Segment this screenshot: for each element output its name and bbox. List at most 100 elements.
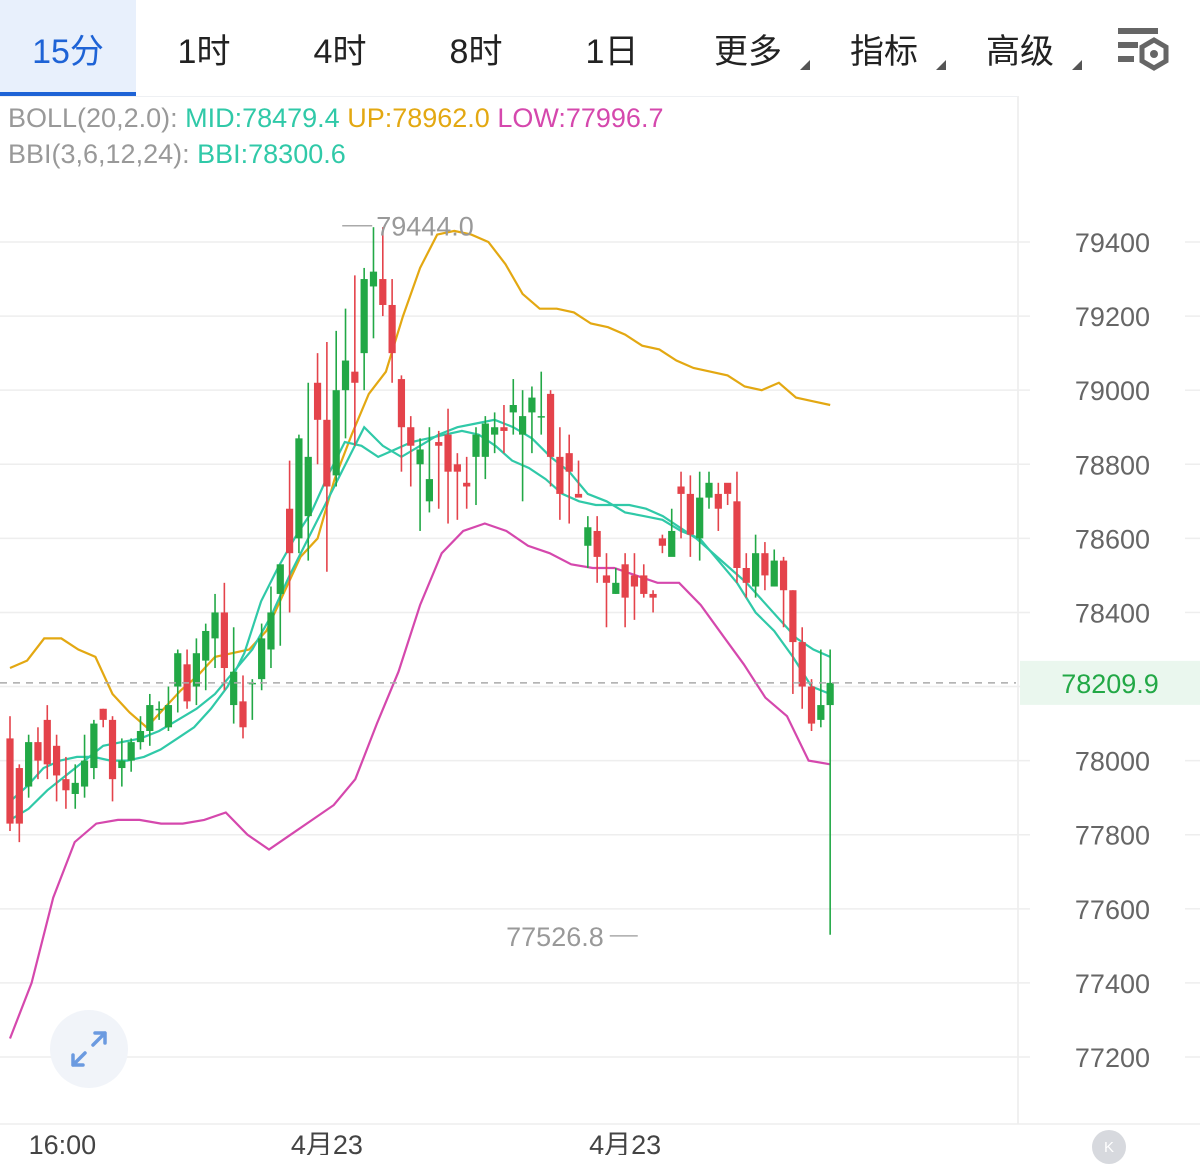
x-tick-label: 4月23	[291, 1130, 363, 1155]
candle-body	[304, 456, 312, 517]
tab-5[interactable]: 更多	[680, 0, 816, 96]
candle-body	[733, 501, 741, 568]
candle-body	[34, 742, 42, 761]
tab-label: 15分	[32, 32, 104, 71]
candle-body	[668, 530, 676, 557]
dropdown-arrow-icon	[800, 60, 810, 70]
tab-label: 更多	[714, 32, 782, 71]
y-tick-label: 78800	[1075, 450, 1150, 480]
tab-label: 高级	[986, 32, 1054, 71]
tab-label: 1时	[177, 32, 231, 71]
tab-1[interactable]: 1时	[136, 0, 272, 96]
candle-body	[239, 701, 247, 728]
high-price-label: 79444.0	[376, 212, 474, 242]
candle-body	[649, 593, 657, 598]
chart-settings-icon	[1118, 28, 1169, 71]
expand-icon	[71, 1031, 107, 1067]
candle-body	[416, 449, 424, 465]
x-tick-label: 16:00	[29, 1130, 97, 1155]
tab-7[interactable]: 高级	[952, 0, 1088, 96]
tab-label: 8时	[449, 32, 503, 71]
candle-body	[369, 271, 378, 287]
candle-body	[435, 442, 443, 446]
y-tick-label: 77200	[1075, 1043, 1150, 1073]
dropdown-arrow-icon	[1072, 60, 1082, 70]
candle-body	[770, 560, 778, 587]
candle-body	[491, 427, 499, 435]
candle-body	[351, 371, 359, 383]
candle-body	[118, 760, 126, 769]
candle-body	[612, 582, 620, 594]
candle-body	[677, 486, 685, 494]
candle-body	[379, 279, 387, 305]
boll-name: BOLL(20,2.0):	[8, 103, 178, 133]
candle-body	[53, 745, 61, 776]
candle-body	[742, 568, 750, 583]
candle-body	[397, 379, 406, 428]
candle-body	[258, 638, 266, 680]
candle-body	[807, 686, 816, 724]
boll-lower-line	[8, 522, 831, 1039]
y-tick-label: 79200	[1075, 302, 1150, 332]
y-tick-label: 78000	[1075, 747, 1150, 777]
candle-body	[90, 723, 98, 769]
candle-body	[295, 438, 303, 539]
candle-body	[80, 760, 89, 787]
tab-3[interactable]: 8时	[408, 0, 544, 96]
candle-body	[752, 553, 760, 587]
candle-body	[267, 612, 275, 650]
candle-body	[388, 304, 396, 354]
indicator-legend: BOLL(20,2.0): MID:78479.4 UP:78962.0 LOW…	[8, 100, 663, 172]
candle-body	[230, 671, 238, 706]
candle-body	[658, 538, 666, 546]
boll-up: UP:78962.0	[347, 103, 490, 133]
chart-settings-button[interactable]	[1110, 16, 1174, 80]
candle-body	[556, 456, 564, 494]
candle-body	[779, 560, 788, 591]
boll-mid: MID:78479.4	[185, 103, 340, 133]
candle-body	[481, 423, 489, 457]
candle-body	[798, 642, 806, 687]
candle-body	[509, 405, 517, 413]
candle-body	[425, 479, 433, 502]
tab-label: 4时	[313, 32, 367, 71]
candle-body	[211, 612, 219, 639]
tab-0[interactable]: 15分	[0, 0, 136, 96]
boll-low: LOW:77996.7	[497, 103, 664, 133]
candle-body	[630, 575, 639, 587]
candle-body	[640, 575, 648, 594]
candle-body	[62, 779, 70, 791]
candle-body	[341, 360, 350, 391]
candle-body	[528, 397, 536, 413]
candle-body	[146, 705, 154, 731]
y-tick-label: 77400	[1075, 969, 1150, 999]
candle-body	[136, 731, 145, 743]
bbi-name: BBI(3,6,12,24):	[8, 139, 190, 169]
candlestick-chart[interactable]: 7940079200790007880078600784007820078000…	[0, 96, 1200, 1155]
candle-body	[71, 782, 79, 794]
candle-body	[826, 682, 834, 706]
candle-body	[621, 564, 629, 598]
candle-body	[6, 738, 14, 824]
tab-label: 1日	[585, 32, 639, 71]
candle-body	[444, 434, 452, 472]
candle-body	[360, 279, 368, 354]
tab-6[interactable]: 指标	[816, 0, 952, 96]
candle-body	[686, 493, 694, 535]
candle-body	[519, 416, 527, 435]
tab-4[interactable]: 1日	[544, 0, 680, 96]
candle-body	[108, 719, 117, 780]
expand-button[interactable]	[50, 1010, 128, 1088]
tab-2[interactable]: 4时	[272, 0, 408, 96]
candle-body	[724, 482, 732, 494]
candle-body	[593, 530, 601, 557]
y-tick-label: 78600	[1075, 524, 1150, 554]
candle-body	[323, 419, 331, 487]
candle-body	[705, 482, 713, 498]
y-tick-label: 77800	[1075, 821, 1150, 851]
candle-body	[789, 590, 797, 643]
candle-body	[43, 719, 51, 765]
bbi-value: BBI:78300.6	[197, 139, 346, 169]
candle-body	[220, 612, 228, 669]
y-tick-label: 79000	[1075, 376, 1150, 406]
